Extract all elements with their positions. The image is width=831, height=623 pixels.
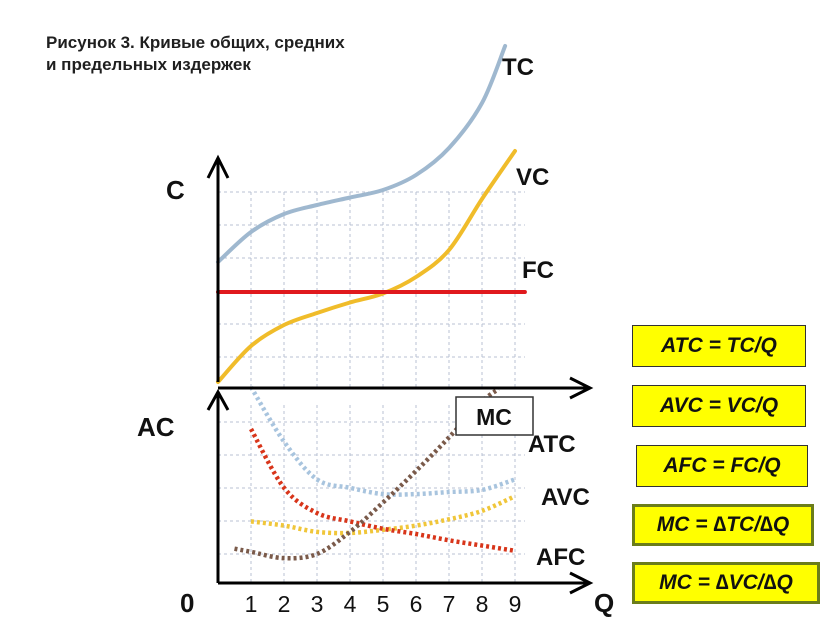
q-axis-arrow (569, 571, 594, 595)
avc-label: AVC (541, 484, 590, 511)
formula-mc-vc: MC = ∆VC/∆Q (632, 562, 820, 604)
curve-mc (234, 387, 500, 561)
ac-axis-arrow (206, 388, 230, 411)
formula-avc: AVC = VC/Q (632, 385, 806, 427)
atc-label: ATC (528, 431, 576, 458)
curves (216, 44, 527, 561)
ac-axis-label: AC (137, 412, 175, 442)
x-tick-label: 3 (311, 591, 324, 617)
vc-label: VC (516, 164, 549, 191)
curve-avc (250, 494, 516, 536)
formula-afc: AFC = FC/Q (636, 445, 808, 487)
x-tick-label: 9 (509, 591, 522, 617)
figure-caption: Рисунок 3. Кривые общих, средних и преде… (46, 32, 345, 76)
x-tick-label: 2 (278, 591, 291, 617)
fc-label: FC (522, 257, 554, 284)
origin-label: 0 (180, 588, 194, 618)
x-tick-label: 8 (476, 591, 489, 617)
x-tick-label: 7 (443, 591, 456, 617)
caption-line-1: Рисунок 3. Кривые общих, средних (46, 33, 345, 52)
tc-label: TC (502, 54, 534, 81)
caption-line-2: и предельных издержек (46, 55, 251, 74)
curve-atc (249, 385, 516, 497)
curve-vc (216, 149, 517, 384)
formula-mc-tc: MC = ∆TC/∆Q (632, 504, 814, 546)
c-axis-arrow (206, 154, 230, 179)
x-tick-label: 1 (245, 591, 258, 617)
mc-label-box (455, 396, 534, 436)
x-tick-label: 6 (410, 591, 423, 617)
x-tick-label: 4 (344, 591, 357, 617)
q-axis-label: Q (594, 588, 614, 618)
q-axis-upper-arrow (569, 376, 594, 400)
mc-label: MC (476, 404, 512, 430)
axes (206, 154, 594, 595)
curve-tc (216, 44, 508, 264)
c-axis-label: C (166, 175, 185, 205)
x-tick-label: 5 (377, 591, 390, 617)
afc-label: AFC (536, 544, 585, 571)
formula-atc: ATC = TC/Q (632, 325, 806, 367)
